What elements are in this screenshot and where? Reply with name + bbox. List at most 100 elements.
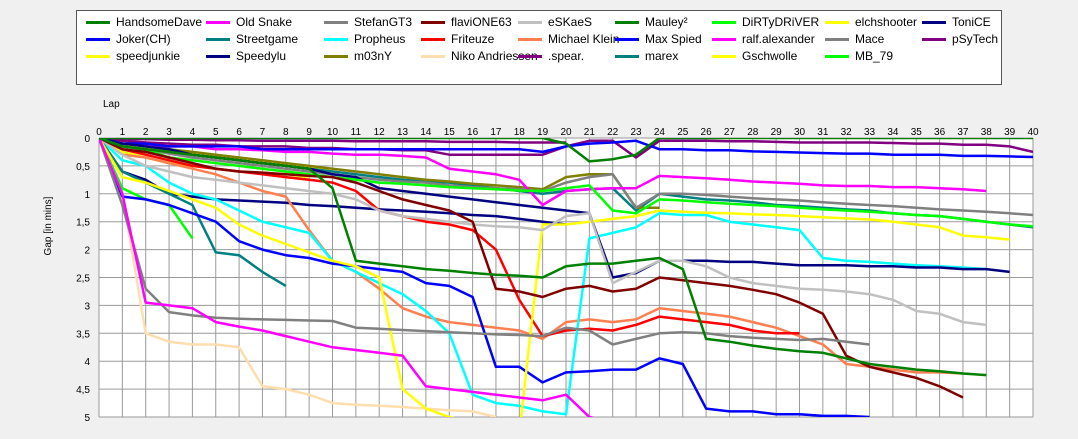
legend-item: HandsomeDave — [86, 15, 202, 29]
legend-swatch — [324, 37, 348, 41]
legend-item: marex — [615, 49, 678, 63]
legend-label: pSyTech — [952, 32, 999, 46]
legend-swatch — [86, 54, 110, 58]
y-tick-label: 3,5 — [76, 329, 90, 340]
legend-label: eSKaeS — [548, 15, 593, 29]
legend-label: ToniCE — [952, 15, 991, 29]
series-line-stefangt3 — [99, 138, 870, 346]
x-tick-label: 29 — [771, 127, 783, 138]
x-tick-label: 38 — [981, 127, 993, 138]
legend-label: Propheus — [354, 32, 406, 46]
series-line-joker-ch — [99, 138, 870, 417]
series-line-ralf-alexander — [99, 138, 987, 207]
x-tick-label: 10 — [327, 127, 339, 138]
series-line-spear — [99, 138, 566, 144]
legend-item: Streetgame — [206, 32, 298, 46]
legend-item: ralf.alexander — [712, 32, 815, 46]
legend-swatch — [206, 20, 230, 24]
legend-item: Propheus — [324, 32, 405, 46]
series-line-handsomedave — [99, 138, 987, 377]
x-axis-label: Lap — [103, 99, 120, 110]
legend-swatch — [615, 54, 639, 58]
legend-label: Speedylu — [236, 49, 287, 63]
legend-item: MB_79 — [825, 49, 893, 63]
x-tick-label: 2 — [143, 127, 149, 138]
legend-item: StefanGT3 — [324, 15, 412, 29]
x-tick-label: 39 — [1004, 127, 1016, 138]
x-tick-label: 28 — [747, 127, 759, 138]
series-group — [99, 138, 1033, 417]
x-tick-label: 17 — [490, 127, 502, 138]
legend-item: Niko Andriessen — [421, 49, 538, 63]
legend-item: Max Spied — [615, 32, 702, 46]
legend-swatch — [825, 20, 849, 24]
series-line-mauley — [99, 138, 1033, 163]
legend-label: MB_79 — [855, 49, 894, 63]
legend-swatch — [421, 54, 445, 58]
y-tick-label: 1 — [84, 190, 90, 201]
legend-swatch — [86, 20, 110, 24]
x-tick-label: 25 — [677, 127, 689, 138]
x-tick-label: 23 — [630, 127, 642, 138]
legend-swatch — [421, 37, 445, 41]
legend-swatch — [712, 54, 736, 58]
legend-item: Speedylu — [206, 49, 286, 63]
legend-label: marex — [645, 49, 679, 63]
x-tick-label: 24 — [654, 127, 666, 138]
legend-label: speedjunkie — [116, 49, 181, 63]
legend-label: Joker(CH) — [116, 32, 171, 46]
legend-label: m03nY — [354, 49, 393, 63]
x-tick-label: 4 — [190, 127, 196, 138]
legend-label: Niko Andriessen — [451, 49, 538, 63]
x-tick-label: 33 — [864, 127, 876, 138]
legend-item: speedjunkie — [86, 49, 180, 63]
legend-label: Old Snake — [236, 15, 293, 29]
y-tick-label: 5 — [84, 413, 90, 424]
legend-swatch — [206, 54, 230, 58]
legend-swatch — [421, 20, 445, 24]
x-tick-label: 36 — [934, 127, 946, 138]
series-line-eskaes — [99, 138, 987, 327]
legend-swatch — [86, 37, 110, 41]
legend-swatch — [825, 37, 849, 41]
legend-item: pSyTech — [922, 32, 998, 46]
y-tick-label: 3 — [84, 301, 90, 312]
x-tick-label: 30 — [794, 127, 806, 138]
x-tick-label: 40 — [1027, 127, 1039, 138]
legend-item: Old Snake — [206, 15, 292, 29]
legend-swatch — [615, 20, 639, 24]
y-tick-label: 0 — [84, 134, 90, 145]
legend-item: .spear. — [518, 49, 584, 63]
legend-label: Gschwolle — [742, 49, 798, 63]
x-tick-label: 6 — [236, 127, 242, 138]
legend-item: eSKaeS — [518, 15, 592, 29]
legend-label: Mace — [855, 32, 885, 46]
legend-label: .spear. — [548, 49, 585, 63]
legend-item: Friteuze — [421, 32, 494, 46]
series-line-dirtydriver — [99, 138, 1033, 228]
legend-label: flaviONE63 — [451, 15, 512, 29]
y-tick-label: 4 — [84, 357, 90, 368]
x-tick-label: 14 — [420, 127, 432, 138]
series-line-streetgame — [99, 138, 287, 287]
x-tick-label: 11 — [351, 127, 362, 138]
x-tick-label: 26 — [701, 127, 713, 138]
series-line-mace — [99, 138, 1033, 217]
x-tick-label: 16 — [467, 127, 479, 138]
legend-swatch — [922, 20, 946, 24]
x-tick-label: 35 — [911, 127, 923, 138]
x-tick-label: 19 — [537, 127, 549, 138]
y-tick-label: 2 — [84, 246, 90, 257]
legend-swatch — [712, 20, 736, 24]
x-tick-label: 31 — [817, 127, 829, 138]
legend-label: ralf.alexander — [742, 32, 815, 46]
x-tick-label: 15 — [444, 127, 456, 138]
x-tick-label: 21 — [584, 127, 596, 138]
legend-swatch — [518, 37, 542, 41]
x-tick-label: 1 — [120, 127, 126, 138]
legend: HandsomeDave Old Snake StefanGT3 flaviONE63… — [76, 10, 1002, 85]
legend-swatch — [615, 37, 639, 41]
legend-label: Streetgame — [236, 32, 299, 46]
legend-swatch — [922, 37, 946, 41]
